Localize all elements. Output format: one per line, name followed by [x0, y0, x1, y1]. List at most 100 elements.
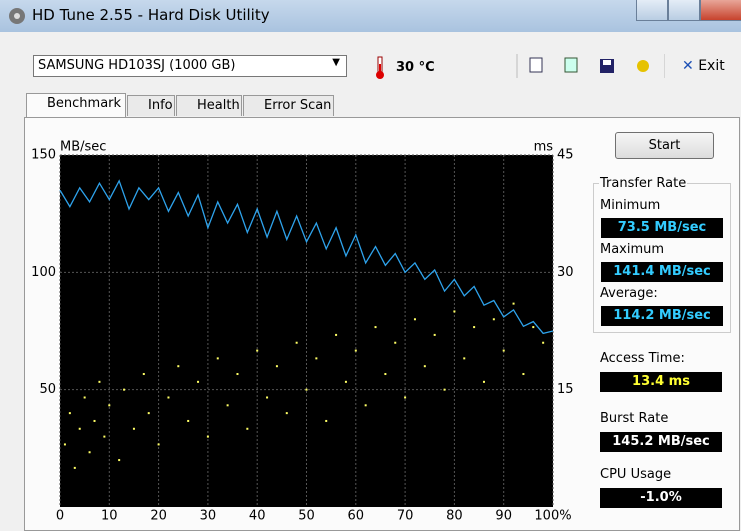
access-time-point: [123, 388, 126, 391]
access-time-point: [206, 435, 209, 438]
access-time-point: [147, 412, 150, 415]
access-time-point: [132, 427, 135, 430]
access-time-point: [187, 419, 190, 422]
exit-label: Exit: [698, 58, 725, 74]
title-bar: HD Tune 2.55 - Hard Disk Utility: [0, 0, 741, 32]
access-time-point: [413, 318, 416, 321]
access-time-point: [512, 302, 515, 305]
access-time-point: [93, 419, 96, 422]
maximize-button[interactable]: [668, 0, 700, 21]
access-time-point: [325, 419, 328, 422]
y-tick-label: 50: [39, 382, 56, 397]
access-time-point: [315, 357, 318, 360]
access-time-point: [384, 373, 387, 376]
burst-rate-label: Burst Rate: [600, 411, 669, 426]
maximum-value: 141.4 MB/sec: [601, 262, 723, 282]
cpu-usage-label: CPU Usage: [600, 467, 672, 482]
access-time-point: [73, 466, 76, 469]
access-time-point: [285, 412, 288, 415]
access-time-point: [236, 373, 239, 376]
transfer-rate-line: [59, 179, 554, 335]
close-button[interactable]: [700, 0, 741, 21]
access-time-point: [216, 357, 219, 360]
access-time-point: [305, 388, 308, 391]
access-time-point: [68, 412, 71, 415]
cpu-usage-value: -1.0%: [600, 488, 722, 508]
y-tick-label: 150: [31, 148, 56, 163]
y2-tick-label: 45: [557, 148, 574, 163]
y-tick-label: 100: [31, 265, 56, 280]
x-tick-label: 100%: [534, 509, 571, 524]
access-time-point: [98, 380, 101, 383]
drive-name: SAMSUNG HD103SJ (1000 GB): [38, 58, 236, 73]
access-time-point: [108, 404, 111, 407]
group-label: Transfer Rate: [599, 176, 688, 191]
app-icon: [9, 8, 25, 24]
x-tick-label: 70: [397, 509, 414, 524]
x-tick-label: 10: [101, 509, 118, 524]
access-time-point: [275, 365, 278, 368]
access-time-point: [226, 404, 229, 407]
drive-select[interactable]: SAMSUNG HD103SJ (1000 GB) ▼: [33, 55, 347, 77]
access-time-point: [78, 427, 81, 430]
tab[interactable]: Info: [127, 95, 175, 116]
y2-tick-label: 30: [557, 265, 574, 280]
access-time-point: [63, 443, 66, 446]
access-time-point: [364, 404, 367, 407]
access-time-point: [142, 373, 145, 376]
tab[interactable]: Benchmark: [26, 93, 126, 117]
access-time-point: [502, 349, 505, 352]
tab[interactable]: Health: [176, 95, 242, 116]
access-time-label: Access Time:: [600, 351, 685, 366]
access-time-point: [266, 396, 269, 399]
window-title: HD Tune 2.55 - Hard Disk Utility: [32, 6, 270, 24]
access-time-point: [443, 388, 446, 391]
access-time-point: [433, 333, 436, 336]
benchmark-chart: MB/sec ms 0 10 20 30 40 50 60 70 80 90 100% 50 100 15…: [31, 140, 574, 524]
tab[interactable]: Error Scan: [243, 95, 334, 116]
access-time-point: [354, 349, 357, 352]
access-time-point: [482, 380, 485, 383]
access-time-point: [374, 326, 377, 329]
access-time-point: [522, 373, 525, 376]
access-time-point: [532, 326, 535, 329]
minimum-value: 73.5 MB/sec: [601, 218, 723, 238]
access-time-point: [295, 341, 298, 344]
access-time-point: [542, 341, 545, 344]
x-tick-label: 90: [495, 509, 512, 524]
access-time-point: [256, 349, 259, 352]
exit-button[interactable]: ✕ Exit: [682, 58, 725, 74]
access-time-point: [167, 396, 170, 399]
access-time-point: [118, 459, 121, 462]
start-button[interactable]: Start: [615, 132, 714, 159]
access-time-value: 13.4 ms: [600, 372, 722, 392]
maximum-label: Maximum: [600, 242, 665, 257]
y2-axis-label: ms: [534, 140, 554, 155]
access-time-point: [492, 318, 495, 321]
x-tick-label: 20: [150, 509, 167, 524]
thermometer-icon: [376, 56, 384, 79]
access-time-point: [423, 365, 426, 368]
x-tick-label: 60: [348, 509, 365, 524]
burst-rate-value: 145.2 MB/sec: [600, 432, 722, 452]
average-label: Average:: [600, 286, 658, 301]
access-time-point: [88, 451, 91, 454]
access-time-point: [197, 380, 200, 383]
access-time-point: [246, 427, 249, 430]
x-tick-label: 80: [446, 509, 463, 524]
temperature: 30 °C: [396, 60, 435, 75]
access-time-point: [453, 310, 456, 313]
access-time-point: [177, 365, 180, 368]
access-time-point: [103, 435, 106, 438]
access-time-point: [394, 341, 397, 344]
y-axis-label: MB/sec: [60, 140, 106, 155]
access-time-point: [83, 396, 86, 399]
y2-tick-label: 15: [557, 382, 574, 397]
x-tick-label: 50: [298, 509, 315, 524]
x-tick-label: 40: [249, 509, 266, 524]
access-time-point: [463, 357, 466, 360]
minimize-button[interactable]: [636, 0, 668, 21]
minimum-label: Minimum: [600, 198, 661, 213]
toolbar-icons: [516, 54, 665, 78]
